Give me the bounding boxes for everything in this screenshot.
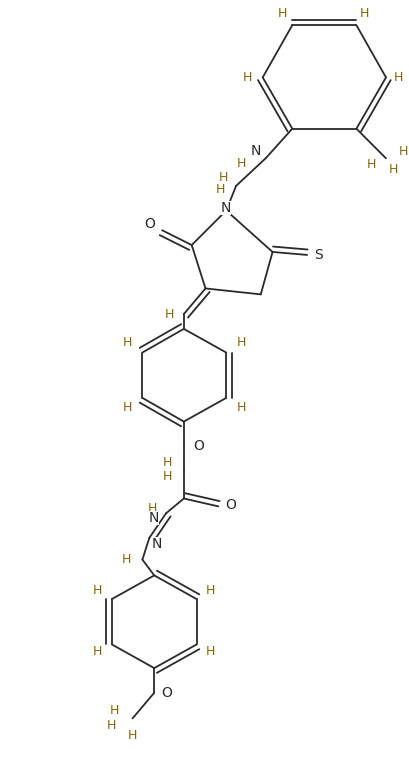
Text: O: O bbox=[193, 439, 204, 453]
Text: H: H bbox=[107, 719, 117, 731]
Text: H: H bbox=[236, 401, 246, 415]
Text: N: N bbox=[221, 201, 231, 215]
Text: H: H bbox=[123, 401, 132, 415]
Text: H: H bbox=[148, 502, 157, 515]
Text: H: H bbox=[394, 71, 404, 84]
Text: H: H bbox=[162, 470, 172, 484]
Text: N: N bbox=[152, 537, 162, 551]
Text: H: H bbox=[92, 645, 102, 658]
Text: H: H bbox=[110, 704, 119, 717]
Text: N: N bbox=[251, 144, 261, 158]
Text: O: O bbox=[226, 499, 236, 512]
Text: H: H bbox=[162, 456, 172, 468]
Text: H: H bbox=[128, 728, 137, 741]
Text: H: H bbox=[164, 308, 174, 321]
Text: H: H bbox=[92, 584, 102, 597]
Text: O: O bbox=[162, 686, 173, 700]
Text: H: H bbox=[243, 71, 253, 84]
Text: H: H bbox=[122, 553, 131, 566]
Text: N: N bbox=[149, 511, 160, 525]
Text: H: H bbox=[123, 337, 132, 349]
Text: H: H bbox=[399, 145, 409, 158]
Text: H: H bbox=[206, 584, 215, 597]
Text: H: H bbox=[216, 183, 225, 196]
Text: H: H bbox=[278, 7, 287, 20]
Text: H: H bbox=[389, 163, 398, 176]
Text: H: H bbox=[236, 157, 246, 170]
Text: H: H bbox=[206, 645, 215, 658]
Text: H: H bbox=[366, 158, 376, 171]
Text: S: S bbox=[315, 248, 323, 262]
Text: H: H bbox=[360, 7, 369, 20]
Text: O: O bbox=[144, 218, 155, 231]
Text: H: H bbox=[236, 337, 246, 349]
Text: H: H bbox=[218, 171, 228, 183]
